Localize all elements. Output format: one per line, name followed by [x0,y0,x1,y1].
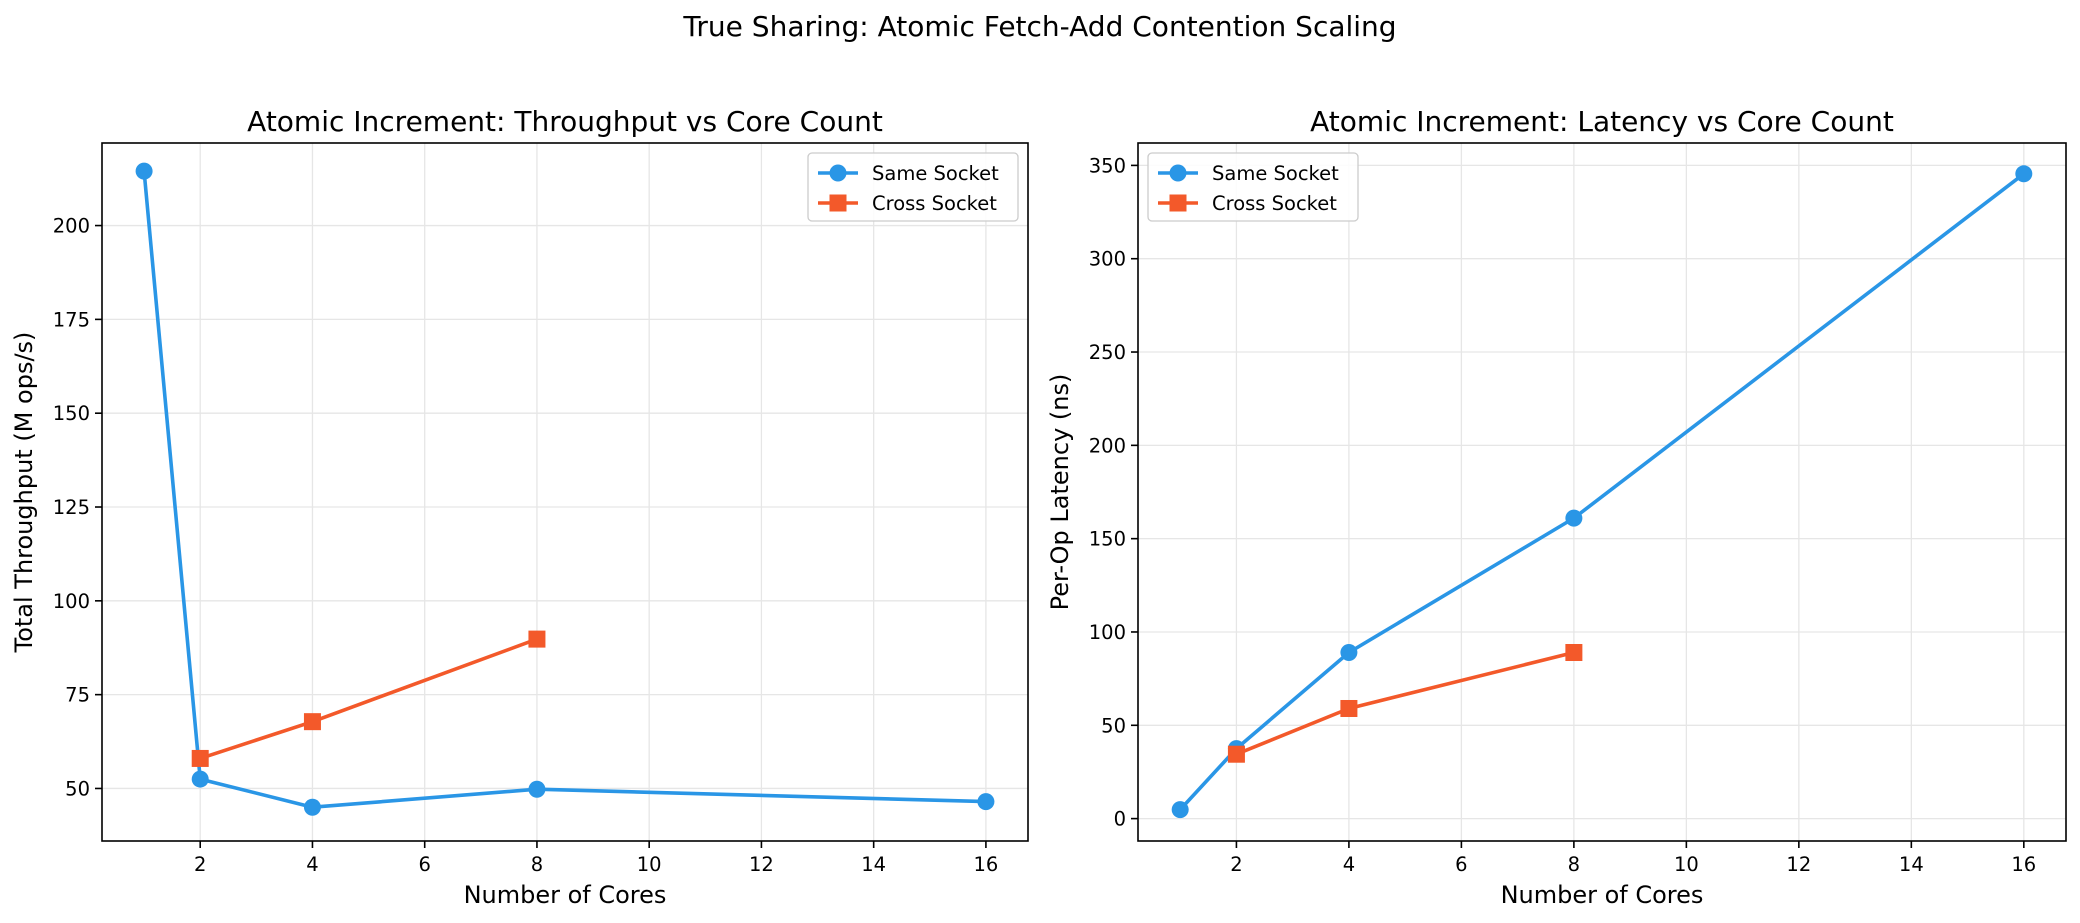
y-tick-label: 50 [65,777,90,800]
chart-title: Atomic Increment: Latency vs Core Count [1310,105,1894,138]
x-tick-label: 12 [1786,853,1811,876]
cross-socket-line [199,637,538,761]
latency-chart: 2 4 6 8 10 12 14 16 0 50 100 150 200 250 300 350 Atomic … [1046,105,2067,909]
legend-same-socket-label: Same Socket [1212,162,1339,185]
same-socket-point [2015,165,2033,183]
cross-socket-point [303,713,321,731]
legend-same-socket-marker [1169,164,1187,182]
cross-socket-point [1565,644,1583,662]
cross-socket-point [528,630,546,648]
legend: Same Socket Cross Socket [1147,152,1359,222]
legend-box [807,152,1019,222]
y-axis-label: Total Throughput (M ops/s) [10,332,38,654]
x-tick-label: 16 [973,853,998,876]
x-tick-label: 4 [306,853,318,876]
legend-same-socket-marker [829,164,847,182]
figure-title: True Sharing: Atomic Fetch-Add Contentio… [682,10,1396,43]
x-tick-label: 8 [531,853,543,876]
y-tick-label: 100 [53,590,90,613]
legend-cross-socket-marker [829,194,847,212]
x-tick-label: 12 [749,853,774,876]
y-tick-label: 200 [53,215,90,238]
same-socket-point [977,793,995,811]
same-socket-point [528,780,546,798]
same-socket-point [1171,801,1189,819]
y-tick-label: 175 [53,308,90,331]
plot-frame [1137,142,2067,842]
x-axis-label: Number of Cores [464,881,667,909]
x-tick-label: 4 [1343,853,1355,876]
legend-same-socket-label: Same Socket [872,162,999,185]
y-tick-label: 350 [1089,154,1126,177]
x-tick-label: 6 [418,853,430,876]
chart-title: Atomic Increment: Throughput vs Core Cou… [247,105,883,138]
x-tick-label: 14 [861,853,886,876]
plot-frame [101,142,1029,842]
cross-socket-point [1227,745,1245,763]
legend-cross-socket-marker [1169,194,1187,212]
y-tick-label: 125 [53,496,90,519]
y-tick-label: 75 [65,684,90,707]
legend-cross-socket-label: Cross Socket [1212,192,1337,215]
x-tick-label: 6 [1455,853,1467,876]
same-socket-point [1340,644,1358,662]
y-tick-label: 100 [1089,621,1126,644]
y-tick-label: 200 [1089,434,1126,457]
x-tick-label: 2 [194,853,206,876]
cross-socket-point [1340,699,1358,717]
same-socket-line [142,170,986,810]
y-tick-label: 300 [1089,248,1126,271]
legend-box [1147,152,1359,222]
throughput-chart: 2 4 6 8 10 12 14 16 50 75 100 125 150 175 200 Atomic In… [10,105,1029,909]
x-tick-label: 10 [1674,853,1699,876]
legend: Same Socket Cross Socket [807,152,1019,222]
same-socket-point [135,162,153,180]
y-tick-label: 150 [1089,528,1126,551]
legend-cross-socket-label: Cross Socket [872,192,997,215]
x-tick-label: 10 [637,853,662,876]
same-socket-point [1565,509,1583,527]
y-tick-label: 0 [1114,808,1126,831]
x-tick-label: 8 [1568,853,1580,876]
same-socket-line [1178,172,2025,811]
y-tick-label: 250 [1089,341,1126,364]
x-tick-label: 2 [1230,853,1242,876]
same-socket-point [191,770,209,788]
x-axis-label: Number of Cores [1501,881,1704,909]
x-tick-label: 16 [2011,853,2036,876]
y-tick-label: 150 [53,402,90,425]
cross-socket-point [191,749,209,767]
y-axis-label: Per-Op Latency (ns) [1046,374,1074,611]
y-tick-label: 50 [1101,714,1126,737]
x-tick-label: 14 [1899,853,1924,876]
same-socket-point [303,798,321,816]
